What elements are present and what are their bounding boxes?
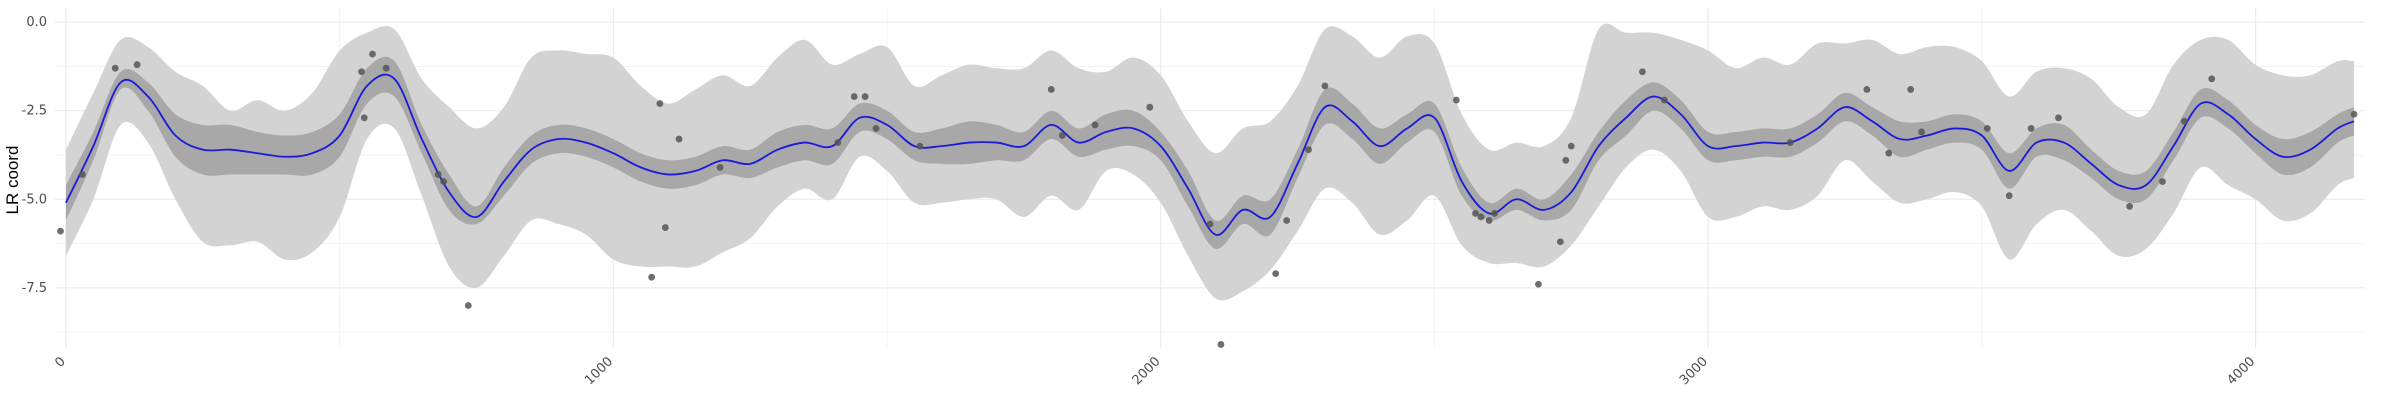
data-point — [716, 163, 724, 171]
data-point — [1217, 341, 1225, 348]
outer-band — [65, 23, 2355, 301]
y-tick-label: -2.5 — [22, 104, 47, 119]
data-point — [1639, 68, 1646, 76]
data-point — [1660, 96, 1668, 104]
data-point — [872, 125, 880, 132]
data-point — [1305, 146, 1312, 154]
data-point — [1535, 280, 1542, 288]
data-point — [78, 171, 86, 178]
data-point — [1907, 86, 1915, 93]
data-point — [1146, 103, 1154, 111]
data-point — [111, 64, 119, 72]
data-point — [360, 114, 368, 122]
mean-line — [65, 73, 2355, 236]
data-point — [1477, 213, 1485, 221]
y-tick-label: 0.0 — [26, 15, 47, 30]
data-point — [648, 273, 656, 281]
data-point — [850, 93, 858, 100]
data-point — [369, 50, 376, 58]
data-point — [675, 135, 683, 143]
data-point — [133, 61, 141, 69]
confidence-bands — [65, 23, 2355, 301]
data-point — [1918, 128, 1926, 136]
y-tick-label: -5.0 — [22, 192, 47, 207]
data-point — [656, 100, 664, 108]
data-point — [1556, 238, 1564, 246]
data-point — [861, 93, 869, 100]
data-point — [464, 302, 472, 309]
data-point — [1567, 142, 1575, 150]
mean-line-path — [65, 73, 2355, 236]
data-point — [1472, 210, 1479, 217]
data-point — [1983, 125, 1991, 132]
data-point — [1272, 270, 1280, 278]
data-point — [1058, 132, 1066, 139]
inner-band — [65, 56, 2355, 250]
data-point — [916, 142, 924, 150]
x-tick-label: 1000 — [582, 354, 616, 388]
x-tick-label: 3000 — [1677, 354, 1711, 388]
x-axis-ticks: 0 1000 2000 3000 4000 — [52, 354, 2258, 388]
data-point — [1283, 217, 1291, 224]
data-point — [1452, 96, 1460, 104]
y-tick-label: -7.5 — [22, 281, 47, 296]
data-point — [2159, 178, 2166, 185]
data-point — [1786, 139, 1794, 146]
data-point — [1206, 220, 1214, 228]
data-point — [2350, 110, 2358, 118]
data-point — [2027, 125, 2035, 132]
data-point — [2208, 75, 2216, 83]
data-point — [1485, 217, 1493, 224]
data-point — [661, 224, 669, 231]
data-point — [1491, 210, 1499, 217]
data-point — [1321, 82, 1329, 90]
data-point — [2126, 202, 2134, 210]
data-points — [57, 50, 2358, 348]
y-axis-title: LR coord — [3, 146, 22, 215]
x-tick-label: 4000 — [2224, 354, 2258, 388]
data-point — [834, 139, 842, 146]
data-point — [358, 68, 365, 76]
data-point — [2055, 114, 2062, 122]
data-point — [1562, 156, 1570, 164]
x-tick-label: 2000 — [1130, 354, 1164, 388]
x-tick-label: 0 — [52, 354, 68, 370]
data-point — [57, 227, 64, 235]
data-point — [434, 171, 442, 178]
y-axis-ticks: 0.0 -2.5 -5.0 -7.5 — [22, 15, 47, 296]
data-point — [440, 178, 448, 185]
data-point — [382, 64, 390, 72]
data-point — [1091, 121, 1099, 129]
data-point — [1885, 149, 1893, 157]
data-point — [2005, 192, 2013, 200]
data-point — [2180, 117, 2188, 125]
data-point — [1047, 86, 1055, 93]
data-point — [1863, 86, 1871, 93]
